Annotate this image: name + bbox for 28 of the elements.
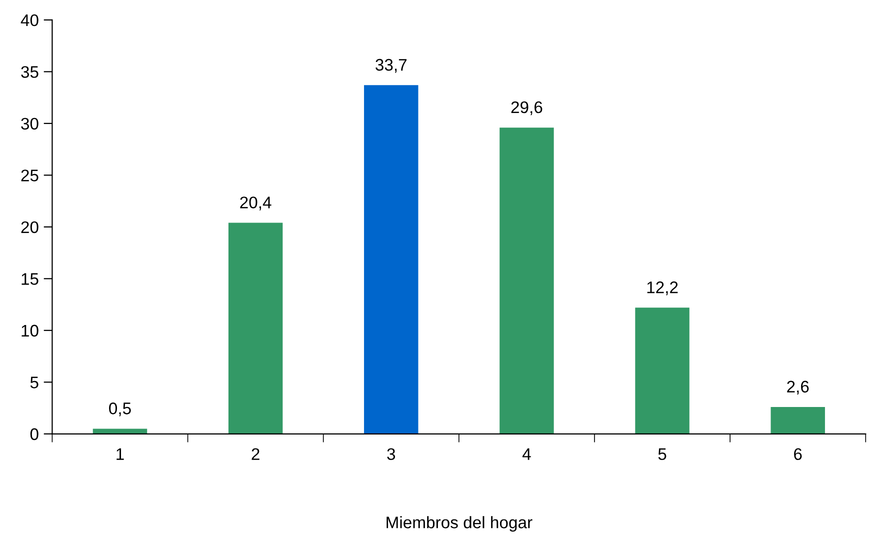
bar: [364, 85, 418, 434]
bar: [770, 406, 825, 434]
y-tick-label: 20: [21, 221, 38, 234]
data-label: 29,6: [511, 101, 542, 116]
y-tick-label: 15: [22, 273, 38, 285]
y-tick-label: 30: [21, 118, 38, 130]
data-label: 0,5: [109, 402, 131, 416]
y-tick-label: 35: [21, 66, 38, 78]
y-tick-label: 40: [20, 14, 38, 26]
x-tick-label: 1: [116, 448, 124, 460]
bar: [500, 128, 554, 434]
y-tick-label: 25: [21, 170, 38, 182]
x-tick-label: 2: [252, 448, 260, 460]
x-tick-label: 3: [387, 448, 396, 460]
bar: [92, 428, 148, 434]
y-tick-label: 5: [30, 376, 38, 388]
data-label: 20,4: [240, 196, 272, 210]
y-tick-label: 10: [22, 324, 38, 337]
x-axis-title: Miembros del hogar: [386, 516, 532, 532]
bar: [635, 308, 690, 434]
y-tick-label: 0: [30, 428, 38, 440]
data-label: 2,6: [787, 380, 809, 395]
data-label: 33,7: [376, 58, 407, 73]
x-tick-label: 6: [794, 448, 802, 460]
x-tick-label: 5: [658, 448, 666, 460]
x-tick-label: 4: [522, 448, 531, 460]
data-label: 12,2: [647, 281, 678, 296]
bar: [228, 222, 283, 434]
